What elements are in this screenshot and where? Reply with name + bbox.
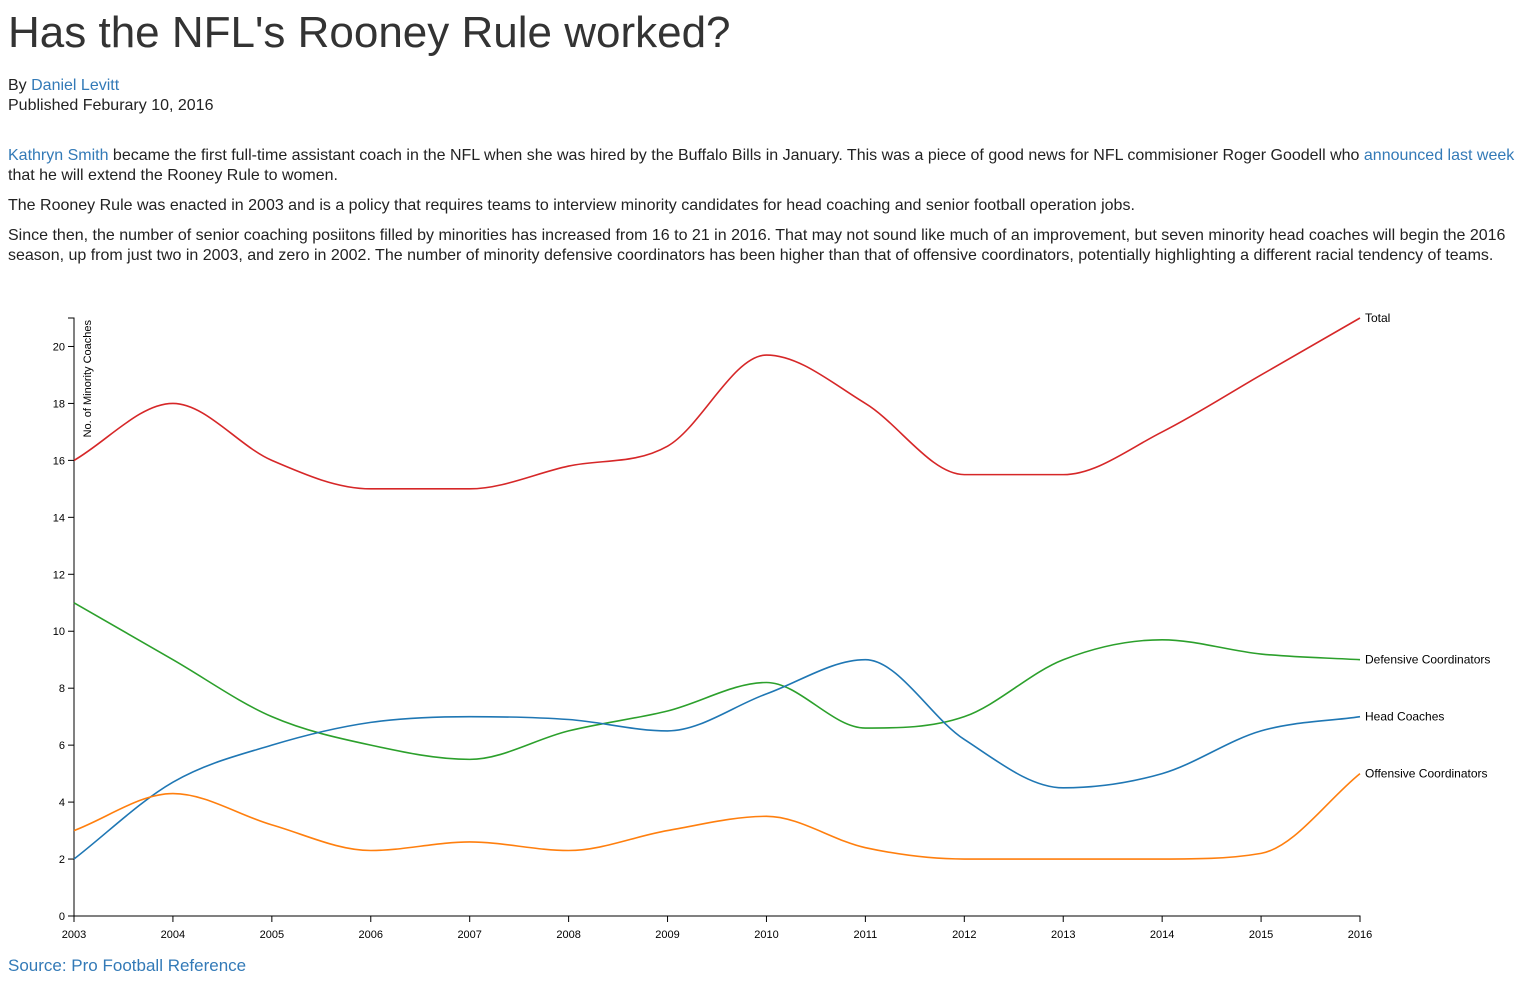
y-tick-label: 10: [53, 626, 65, 638]
x-tick-label: 2003: [62, 929, 86, 941]
line-chart: 0 2 4 6 8 10 12 14 16 18 20 2003 2004 2005 2006 2007 200…: [53, 311, 1491, 941]
y-tick-label: 18: [53, 398, 65, 410]
announced-last-week-link[interactable]: announced last week: [1363, 147, 1515, 164]
x-tick-label: 2007: [457, 929, 481, 941]
x-axis-line: [73, 915, 1361, 922]
paragraph-2: The Rooney Rule was enacted in 2003 and …: [8, 197, 1135, 214]
x-tick-label: 2011: [854, 929, 878, 941]
x-tick-label: 2014: [1150, 929, 1174, 941]
y-tick-label: 0: [59, 911, 65, 923]
paragraph-1-text-a: became the first full-time assistant coa…: [108, 147, 1364, 164]
y-tick-label: 8: [59, 683, 65, 695]
x-tick-label: 2016: [1348, 929, 1372, 941]
page-title: Has the NFL's Rooney Rule worked?: [8, 8, 731, 57]
series-label-offensive-coordinators: Offensive Coordinators: [1365, 767, 1488, 781]
x-tick-label: 2009: [655, 929, 679, 941]
y-tick-label: 4: [59, 797, 65, 809]
y-tick-label: 6: [59, 740, 65, 752]
source-link[interactable]: Source: Pro Football Reference: [8, 956, 247, 975]
y-tick-label: 16: [53, 455, 65, 467]
series-line-head-coaches: [73, 658, 1361, 860]
series-label-total: Total: [1365, 311, 1390, 325]
series-line-offensive-coordinators: [73, 772, 1361, 860]
y-tick-label: 20: [53, 341, 65, 353]
series-line-defensive-coordinators: [73, 602, 1361, 761]
author-link[interactable]: Daniel Levitt: [31, 77, 120, 94]
series-lines: [73, 317, 1361, 860]
y-tick-label: 2: [59, 854, 65, 866]
y-tick-label: 14: [53, 512, 65, 524]
x-tick-label: 2005: [260, 929, 284, 941]
y-axis-title: No. of Minority Coaches: [82, 320, 94, 438]
series-line-total: [73, 317, 1361, 490]
x-tick-label: 2010: [754, 929, 778, 941]
x-tick-label: 2013: [1051, 929, 1075, 941]
paragraph-1-text-b: that he will extend the Rooney Rule to w…: [8, 167, 338, 184]
y-tick-label: 12: [53, 569, 65, 581]
byline: By Daniel Levitt: [8, 76, 1524, 96]
series-label-head-coaches: Head Coaches: [1365, 710, 1444, 724]
x-tick-label: 2012: [952, 929, 976, 941]
by-prefix: By: [8, 77, 32, 94]
axes: 0 2 4 6 8 10 12 14 16 18 20 2003 2004 2005 2006 2007 200…: [53, 317, 1372, 941]
paragraph-1: Kathryn Smith became the first full-time…: [8, 146, 1524, 186]
y-axis-line: [68, 317, 75, 917]
x-tick-label: 2015: [1249, 929, 1273, 941]
article: Has the NFL's Rooney Rule worked? By Dan…: [8, 0, 1524, 266]
x-tick-label: 2006: [359, 929, 383, 941]
x-tick-label: 2004: [161, 929, 185, 941]
kathryn-smith-link[interactable]: Kathryn Smith: [8, 147, 109, 164]
x-tick-label: 2008: [556, 929, 580, 941]
publish-date: Published Feburary 10, 2016: [8, 97, 214, 114]
paragraph-3: Since then, the number of senior coachin…: [8, 227, 1506, 264]
chart-container: 0 2 4 6 8 10 12 14 16 18 20 2003 2004 2005 2006 2007 200…: [0, 296, 1532, 956]
series-labels: Total Defensive Coordinators Head Coaches O…: [1365, 311, 1490, 781]
series-label-defensive-coordinators: Defensive Coordinators: [1365, 653, 1490, 667]
